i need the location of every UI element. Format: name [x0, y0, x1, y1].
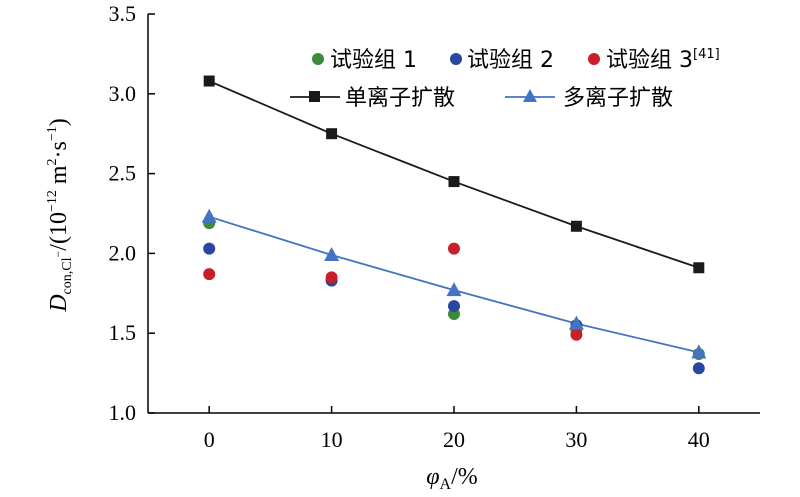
- series-5-point-3: [568, 315, 584, 330]
- y-tick-label-3: 2.5: [109, 161, 137, 186]
- y-title-exp2: 2: [45, 158, 60, 165]
- y-axis-title: Dcon,Cl−/(10−12 m2·s−1): [45, 118, 75, 313]
- legend-marker-series-2: [450, 53, 462, 65]
- legend-marker-series-4: [309, 91, 320, 102]
- series-3-point-0: [203, 268, 216, 281]
- legend-label-series-3: 试验组 3[41]: [606, 47, 720, 73]
- y-title-m: m: [46, 165, 72, 190]
- x-title-main: φ: [426, 464, 439, 490]
- legend-ref-series-3: [41]: [693, 47, 720, 62]
- legend-label-series-1: 试验组 1: [330, 48, 417, 73]
- series-3-point-1: [325, 271, 338, 284]
- series-4-point-4: [693, 262, 705, 274]
- x-tick-label-4: 40: [688, 427, 710, 452]
- y-tick-label-2: 2.0: [109, 240, 137, 265]
- x-tick-label-2: 20: [443, 427, 465, 452]
- x-title-sub: A: [440, 476, 452, 493]
- series-4-point-0: [203, 75, 215, 87]
- series-4-point-2: [448, 176, 460, 188]
- legend-label-series-4: 单离子扩散: [345, 86, 455, 111]
- series-2-point-4: [692, 362, 705, 375]
- y-title-subsup: −: [51, 250, 65, 257]
- series-5-point-0: [201, 208, 217, 223]
- x-tick-label-3: 30: [565, 427, 587, 452]
- series-2-point-2: [448, 300, 460, 313]
- y-tick-label-4: 3.0: [109, 81, 137, 106]
- legend-label-series-5: 多离子扩散: [563, 86, 673, 111]
- y-title-sub: con,Cl: [60, 257, 75, 294]
- y-title-exp3: −1: [45, 126, 60, 141]
- x-tick-label-0: 0: [204, 427, 215, 452]
- x-axis-title: φA/%: [426, 464, 478, 493]
- y-tick-label-5: 3.5: [109, 1, 137, 26]
- legend-marker-series-5: [523, 89, 537, 102]
- y-tick-label-0: 1.0: [109, 400, 137, 425]
- x-ticks: 0 10 20 30 40: [204, 406, 710, 452]
- series-5-point-2: [446, 282, 462, 297]
- y-title-close: ): [46, 118, 72, 126]
- y-title-s: ·s: [46, 141, 72, 158]
- y-title-mid: /(10: [46, 212, 72, 251]
- axes: [147, 14, 760, 414]
- series-5-point-1: [324, 246, 340, 261]
- legend-label-series-2: 试验组 2: [467, 48, 554, 73]
- y-title-d: D: [46, 294, 72, 312]
- legend-marker-series-1: [312, 53, 324, 65]
- y-tick-label-1: 1.5: [109, 320, 137, 345]
- series-3-point-2: [448, 242, 460, 255]
- legend: 试验组 1 试验组 2 试验组 3[41] 单离子扩散 多离子扩散: [290, 47, 720, 111]
- series-2-point-0: [203, 242, 216, 255]
- y-ticks: 1.0 1.5 2.0 2.5 3.0 3.5: [109, 1, 155, 425]
- y-title-exp1: −12: [45, 190, 60, 212]
- series-3-point-3: [570, 328, 583, 341]
- x-title-tail: /%: [451, 464, 478, 490]
- series-marks: [201, 75, 707, 375]
- series-5-point-4: [691, 344, 707, 359]
- series-4-point-1: [326, 128, 338, 140]
- legend-label-series-3-text: 试验组 3: [606, 48, 693, 73]
- series-4-point-3: [570, 220, 582, 232]
- x-tick-label-1: 10: [321, 427, 343, 452]
- legend-marker-series-3: [588, 53, 600, 65]
